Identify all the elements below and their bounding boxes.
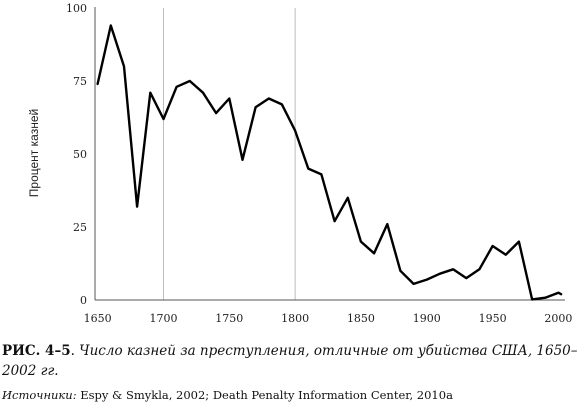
series-line-0 [96,24,563,301]
x-tick-label-1650: 1650 [84,312,112,325]
y-tick-label-50: 50 [73,148,87,161]
x-tick-label-2000: 2000 [544,312,572,325]
figure-title: . Число казней за преступления, отличные… [2,343,578,379]
line-chart: 0 25 50 75 100 1650 1700 1750 1800 1850 1900 1950 2… [27,2,573,325]
x-tick-label-1700: 1700 [149,312,177,325]
sources-label: Источники: [2,388,77,402]
y-tick-label-75: 75 [73,75,87,88]
y-tick-labels: 0 25 50 75 100 [66,2,87,307]
sources-text: Espy & Smykla, 2002; Death Penalty Infor… [76,388,453,402]
x-tick-label-1900: 1900 [413,312,441,325]
x-tick-labels: 1650 1700 1750 1800 1850 1900 1950 2000 [84,312,573,325]
figure-caption: РИС. 4–5. Число казней за преступления, … [2,341,580,381]
x-tick-label-1850: 1850 [347,312,375,325]
axes [94,7,565,301]
y-tick-label-0: 0 [80,294,87,307]
y-tick-label-25: 25 [73,221,87,234]
sources-line: Источники: Espy & Smykla, 2002; Death Pe… [2,387,580,403]
x-tick-label-1950: 1950 [479,312,507,325]
x-tick-label-1750: 1750 [215,312,243,325]
y-axis-label: Процент казней [27,109,41,197]
figure-label: РИС. 4–5 [2,343,71,359]
y-tick-label-100: 100 [66,2,87,15]
x-tick-label-1800: 1800 [281,312,309,325]
reference-lines [162,8,296,300]
series [96,24,563,301]
